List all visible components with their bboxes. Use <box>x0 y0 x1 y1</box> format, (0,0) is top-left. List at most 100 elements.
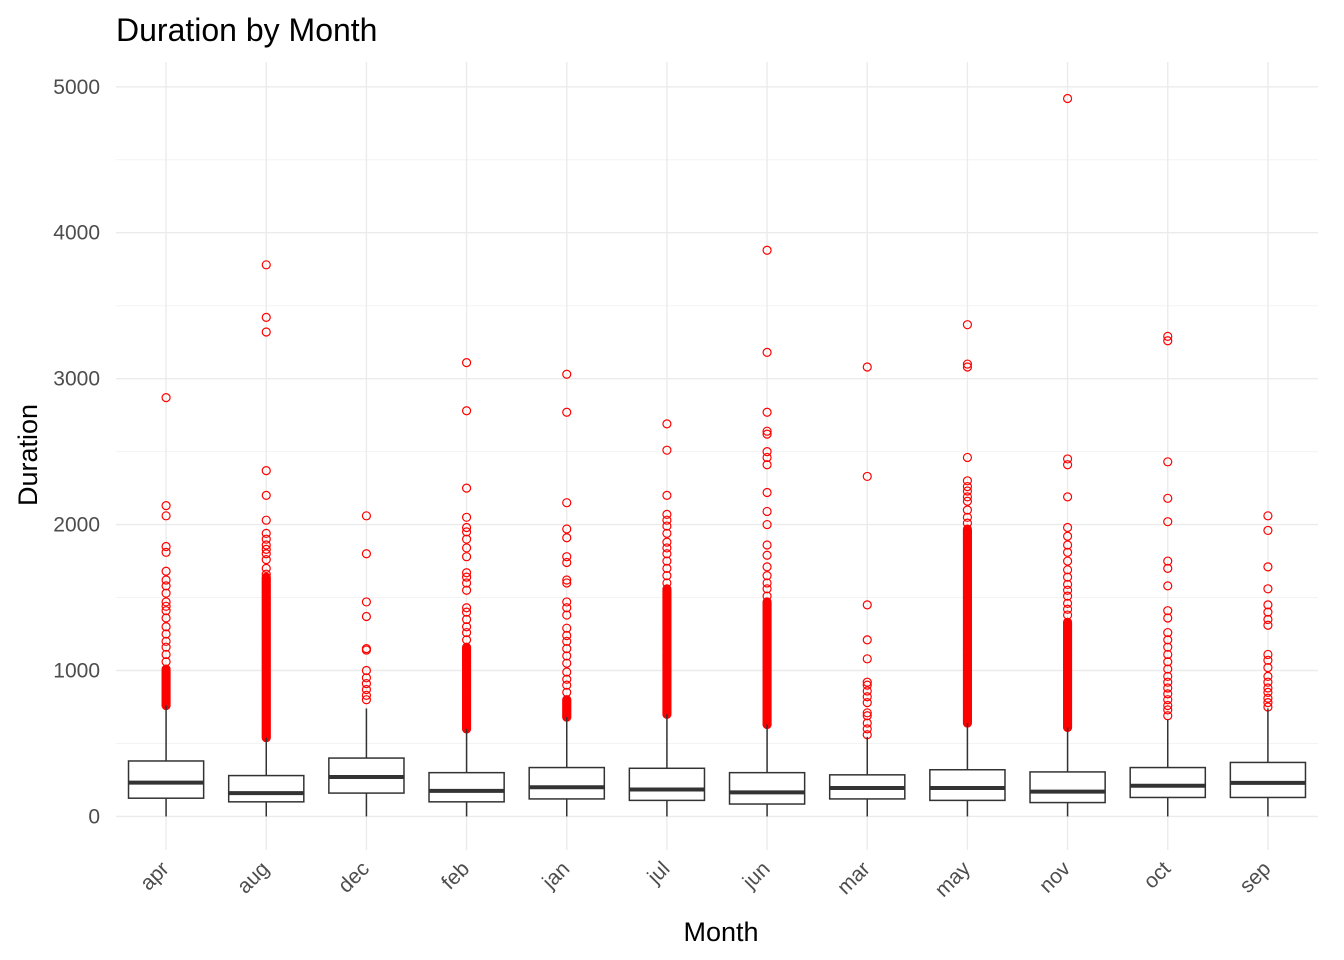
outlier-point <box>462 645 472 655</box>
outlier-point <box>962 604 972 614</box>
outlier-point <box>962 685 972 695</box>
outlier-point <box>762 597 772 607</box>
outlier-point <box>762 656 772 666</box>
outlier-point <box>161 547 171 557</box>
outlier-point <box>462 702 472 712</box>
outlier-point <box>962 663 972 673</box>
outlier-point <box>962 624 972 634</box>
outlier-point <box>762 695 772 705</box>
outlier-point <box>261 654 271 664</box>
outlier-point <box>962 652 972 662</box>
outlier-point <box>662 668 672 678</box>
outlier-point <box>261 610 271 620</box>
outlier-point <box>261 540 271 550</box>
outlier-point <box>962 670 972 680</box>
outlier-point <box>662 606 672 616</box>
outlier-point <box>161 575 171 585</box>
outlier-point <box>662 490 672 500</box>
outlier-point <box>762 691 772 701</box>
y-tick-label: 4000 <box>53 222 100 245</box>
outlier-point <box>1263 662 1273 673</box>
outlier-point <box>1063 637 1073 647</box>
x-tick-label: aug <box>233 857 274 898</box>
outlier-point <box>462 682 472 692</box>
outlier-point <box>1062 610 1073 620</box>
outlier-point <box>762 676 772 686</box>
outlier-point <box>1263 649 1273 660</box>
outlier-point <box>1063 700 1073 711</box>
outlier-point <box>762 667 772 677</box>
box-jan <box>528 369 606 817</box>
outlier-point <box>1263 584 1273 594</box>
outlier-point <box>261 641 271 651</box>
outlier-point <box>962 452 973 463</box>
box-jun <box>728 245 806 817</box>
outlier-point <box>662 549 672 559</box>
outlier-point <box>1063 714 1073 724</box>
x-tick-label: may <box>931 857 976 902</box>
outlier-point <box>161 683 171 693</box>
outlier-point <box>1063 705 1073 715</box>
outlier-point <box>562 603 572 613</box>
outlier-point <box>161 696 171 706</box>
outlier-point <box>762 643 772 653</box>
outlier-point <box>562 533 572 543</box>
outlier-point <box>1163 517 1173 527</box>
outlier-point <box>361 511 372 521</box>
outlier-point <box>662 644 672 654</box>
outlier-point <box>962 690 972 700</box>
iqr-box <box>528 766 606 800</box>
outlier-point <box>862 654 872 664</box>
outlier-point <box>962 582 972 592</box>
outlier-point <box>462 663 472 673</box>
chart-title: Duration by Month <box>116 12 377 48</box>
x-tick-label: apr <box>136 857 174 895</box>
outlier-point <box>762 617 772 627</box>
outlier-point <box>662 703 672 713</box>
outlier-point <box>962 598 972 608</box>
outlier-point <box>461 512 472 522</box>
outlier-point <box>1263 525 1273 536</box>
outlier-point <box>1063 709 1073 719</box>
outlier-point <box>762 550 772 560</box>
outlier-point <box>462 669 472 679</box>
outlier-point <box>562 699 572 709</box>
iqr-box <box>628 767 706 802</box>
outlier-point <box>662 687 672 697</box>
outlier-point <box>962 591 972 601</box>
outlier-point <box>762 700 772 710</box>
outlier-point <box>261 643 271 653</box>
outlier-point <box>261 619 271 629</box>
outlier-point <box>762 578 772 588</box>
outlier-point <box>962 650 972 660</box>
outlier-point <box>762 460 772 470</box>
outlier-point <box>1062 565 1073 575</box>
outlier-point <box>1163 331 1173 341</box>
outlier-point <box>261 669 271 679</box>
outlier-point <box>762 658 772 668</box>
outlier-point <box>762 706 772 716</box>
outlier-point <box>1063 628 1073 638</box>
outlier-point <box>161 672 171 682</box>
outlier-point <box>1063 657 1073 667</box>
outlier-point <box>962 539 972 549</box>
outlier-point <box>261 647 271 657</box>
outlier-point <box>862 692 872 702</box>
outlier-point <box>261 595 271 605</box>
outlier-point <box>361 673 372 683</box>
outlier-point <box>562 706 572 716</box>
outlier-point <box>962 711 972 722</box>
outlier-point <box>261 621 271 631</box>
outlier-point <box>261 592 271 603</box>
outlier-point <box>261 327 271 337</box>
outlier-point <box>462 715 472 725</box>
outlier-point <box>962 512 973 522</box>
outlier-point <box>962 530 972 540</box>
x-tick-label: nov <box>1035 857 1076 898</box>
y-axis-title: Duration <box>13 404 43 506</box>
outlier-point <box>1063 617 1073 627</box>
outlier-point <box>462 719 472 730</box>
outlier-point <box>1062 93 1073 104</box>
outlier-point <box>562 557 572 568</box>
outlier-point <box>1263 671 1273 681</box>
